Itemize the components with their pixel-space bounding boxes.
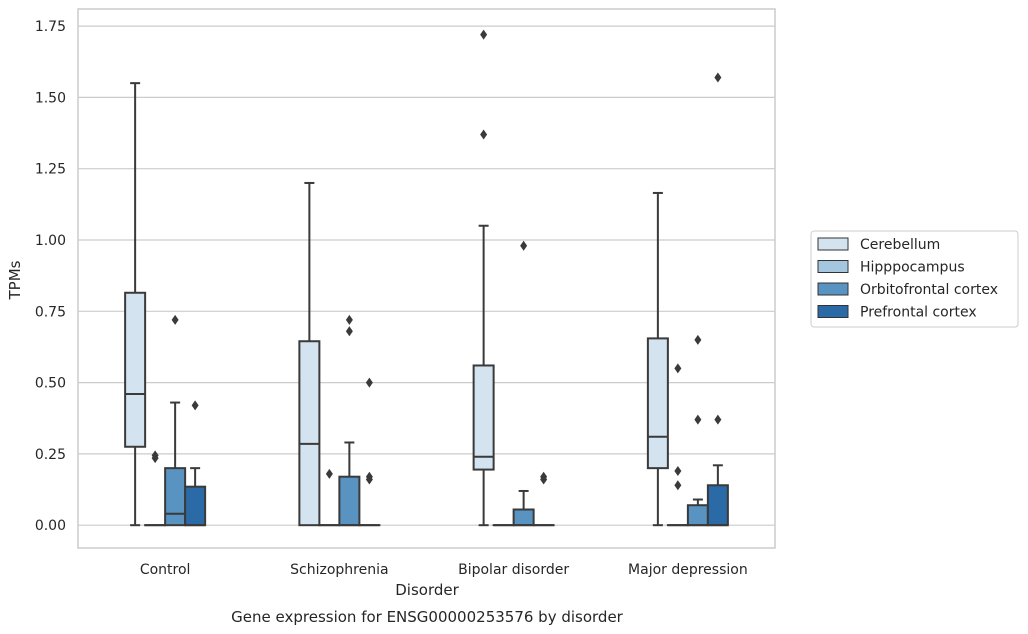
box-orbitofrontal-cortex — [512, 240, 535, 527]
box-body — [512, 508, 535, 527]
x-tick-label: Schizophrenia — [290, 562, 388, 578]
box-body — [124, 291, 147, 448]
box-body — [164, 467, 187, 527]
outlier-point — [714, 414, 722, 425]
box-body — [472, 364, 495, 471]
x-tick-label: Control — [140, 562, 191, 578]
outlier-point — [540, 471, 548, 482]
y-tick-label: 1.25 — [35, 162, 66, 178]
outlier-point — [191, 400, 199, 411]
box-body — [298, 340, 321, 527]
box-cerebellum — [646, 191, 669, 527]
x-tick-label: Bipolar disorder — [458, 562, 569, 578]
box-body — [686, 504, 709, 527]
outlier-point — [345, 314, 353, 325]
outlier-point — [365, 471, 373, 482]
box-hipppocampus — [144, 450, 167, 527]
outlier-point — [674, 480, 682, 491]
box-hipppocampus — [666, 363, 689, 527]
box-prefrontal-cortex — [532, 471, 555, 527]
y-tick-label: 0.50 — [35, 376, 66, 392]
outlier-point — [480, 129, 488, 140]
box-body — [706, 484, 729, 527]
outlier-point — [674, 466, 682, 476]
gridlines — [78, 25, 775, 526]
y-tick-label: 0.00 — [35, 518, 66, 534]
box-prefrontal-cortex — [706, 72, 729, 527]
box-prefrontal-cortex — [358, 377, 381, 527]
outlier-point — [480, 29, 488, 40]
box-orbitofrontal-cortex — [686, 334, 709, 527]
chart-caption: Gene expression for ENSG00000253576 by d… — [231, 608, 624, 626]
x-axis-label: Disorder — [395, 581, 459, 599]
box-layer — [124, 29, 729, 527]
outlier-point — [674, 363, 682, 374]
legend-swatch — [817, 237, 849, 251]
box-cerebellum — [472, 29, 495, 527]
legend-swatch — [817, 260, 849, 273]
outlier-point — [694, 414, 702, 425]
box-cerebellum — [298, 181, 321, 527]
box-body — [646, 337, 669, 470]
y-tick-label: 0.25 — [35, 447, 66, 463]
legend-label: Hipppocampus — [860, 260, 965, 276]
outlier-point — [694, 334, 702, 345]
legend-swatch — [817, 282, 849, 296]
outlier-point — [714, 72, 722, 83]
y-axis-label: TPMs — [6, 260, 24, 300]
outlier-point — [520, 240, 528, 251]
box-body — [338, 475, 361, 527]
y-tick-labels: 0.00 0.25 0.50 0.75 1.00 1.25 1.50 1.75 — [35, 19, 66, 534]
box-hipppocampus — [318, 468, 341, 527]
outlier-point — [151, 450, 159, 461]
outlier-point — [171, 314, 179, 325]
y-tick-label: 0.75 — [35, 304, 66, 320]
y-tick-label: 1.75 — [35, 19, 66, 35]
outlier-point — [325, 468, 333, 479]
legend-label: Prefrontal cortex — [860, 305, 977, 321]
box-prefrontal-cortex — [184, 400, 207, 527]
legend-swatch — [817, 305, 849, 318]
y-tick-label: 1.00 — [35, 233, 66, 249]
legend-label: Cerebellum — [860, 237, 940, 253]
legend-label: Orbitofrontal cortex — [860, 282, 998, 298]
box-cerebellum — [124, 82, 147, 527]
x-tick-labels: Control Schizophrenia Bipolar disorder Majo… — [140, 562, 748, 578]
x-tick-label: Major depression — [628, 562, 748, 578]
box-orbitofrontal-cortex — [164, 314, 187, 527]
y-tick-label: 1.50 — [35, 90, 66, 106]
plot-frame — [77, 8, 776, 549]
legend-frame — [810, 230, 1019, 328]
legend: Cerebellum Hipppocampus Orbitofrontal cort… — [810, 230, 1019, 328]
box-body — [184, 485, 207, 527]
outlier-point — [345, 326, 353, 337]
box-orbitofrontal-cortex — [338, 314, 361, 527]
outlier-point — [365, 377, 373, 388]
